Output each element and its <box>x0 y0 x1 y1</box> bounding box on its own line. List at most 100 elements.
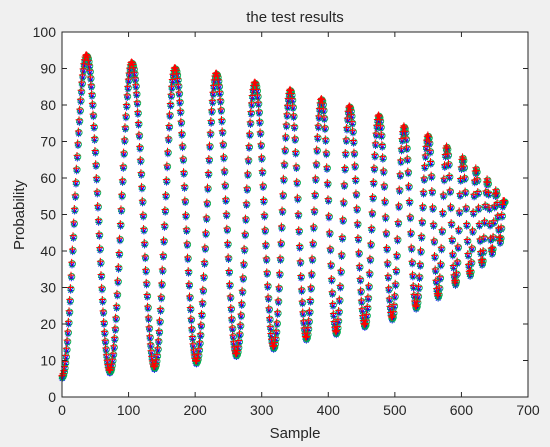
plus-marker <box>394 218 402 226</box>
plus-marker <box>60 367 68 375</box>
circle-marker <box>95 217 103 225</box>
plus-marker <box>121 123 129 131</box>
circle-marker <box>178 119 186 127</box>
circle-marker <box>75 128 83 137</box>
plus-marker <box>226 280 233 288</box>
plus-marker <box>235 337 243 344</box>
circle-marker <box>281 146 289 155</box>
circle-marker <box>121 136 129 145</box>
plus-marker <box>383 258 391 266</box>
circle-marker <box>299 309 307 317</box>
plus-marker <box>313 132 321 140</box>
plus-marker <box>227 304 235 311</box>
plus-marker <box>493 199 501 206</box>
circle-marker <box>78 80 86 88</box>
plus-marker <box>455 225 462 233</box>
circle-marker <box>244 170 252 179</box>
plus-marker <box>447 219 455 226</box>
plus-marker <box>303 329 311 337</box>
plus-marker <box>275 283 283 291</box>
plus-marker <box>96 244 104 252</box>
circle-marker <box>342 150 350 158</box>
circle-marker <box>140 212 148 220</box>
plus-marker <box>107 364 115 371</box>
plus-marker <box>321 123 329 131</box>
plus-marker <box>71 191 79 199</box>
circle-marker <box>307 284 315 292</box>
plus-marker <box>397 144 405 152</box>
circle-marker <box>179 142 187 151</box>
plus-marker <box>275 269 283 277</box>
circle-marker <box>100 319 108 327</box>
plus-marker <box>78 78 86 86</box>
plus-marker <box>253 86 261 93</box>
circle-marker <box>72 179 80 187</box>
plus-marker <box>457 175 464 182</box>
x-tick-label: 400 <box>317 402 341 418</box>
circle-marker <box>120 163 128 171</box>
circle-marker <box>428 172 436 181</box>
plus-marker <box>397 156 404 164</box>
circle-marker <box>311 191 319 199</box>
circle-marker <box>352 176 360 184</box>
circle-marker <box>320 106 328 114</box>
plus-marker <box>486 219 494 227</box>
circle-marker <box>137 157 145 165</box>
circle-marker <box>168 92 176 100</box>
circle-marker <box>419 203 427 211</box>
plus-marker <box>134 119 142 126</box>
circle-marker <box>143 280 151 288</box>
plus-marker <box>115 249 123 256</box>
circle-marker <box>337 283 345 291</box>
plus-marker <box>341 148 349 156</box>
plus-marker <box>348 118 356 126</box>
plus-marker <box>260 210 268 218</box>
plus-marker <box>158 265 166 273</box>
plus-marker <box>201 243 209 251</box>
circle-marker <box>295 211 303 219</box>
circle-marker <box>248 100 256 108</box>
plus-marker <box>420 174 428 182</box>
circle-marker <box>76 107 84 115</box>
plus-marker <box>429 203 436 211</box>
plus-marker <box>99 307 107 315</box>
circle-marker <box>237 322 245 330</box>
plus-marker <box>498 211 506 218</box>
circle-marker <box>154 345 162 353</box>
plus-marker <box>124 75 132 83</box>
plus-marker <box>280 159 288 167</box>
plus-marker <box>254 98 262 106</box>
plus-marker <box>187 314 195 322</box>
circle-marker <box>420 189 428 197</box>
plus-marker <box>290 122 298 130</box>
plus-marker <box>481 201 489 209</box>
plus-marker <box>437 243 445 251</box>
circle-marker <box>275 297 283 305</box>
circle-marker <box>355 235 363 243</box>
plus-marker <box>453 257 461 265</box>
circle-marker <box>197 322 206 330</box>
circle-marker <box>116 235 124 244</box>
circle-marker <box>176 98 184 106</box>
circle-marker <box>67 285 75 293</box>
plus-marker <box>87 81 95 89</box>
circle-marker <box>405 183 413 191</box>
plus-marker <box>180 182 188 190</box>
plus-marker <box>324 195 332 203</box>
plus-marker <box>117 205 125 213</box>
plus-marker <box>281 132 289 140</box>
circle-marker <box>265 294 273 302</box>
plus-marker <box>455 207 463 215</box>
plus-marker <box>318 96 326 104</box>
plus-marker <box>138 182 145 190</box>
plus-marker <box>302 334 310 341</box>
plus-marker <box>94 202 102 209</box>
circle-marker <box>262 241 270 249</box>
plus-marker <box>76 95 84 103</box>
plus-marker <box>120 148 128 156</box>
circle-marker <box>330 311 338 319</box>
plus-marker <box>418 217 426 225</box>
circle-marker <box>140 226 148 234</box>
plus-marker <box>443 144 451 152</box>
circle-marker <box>239 288 247 296</box>
